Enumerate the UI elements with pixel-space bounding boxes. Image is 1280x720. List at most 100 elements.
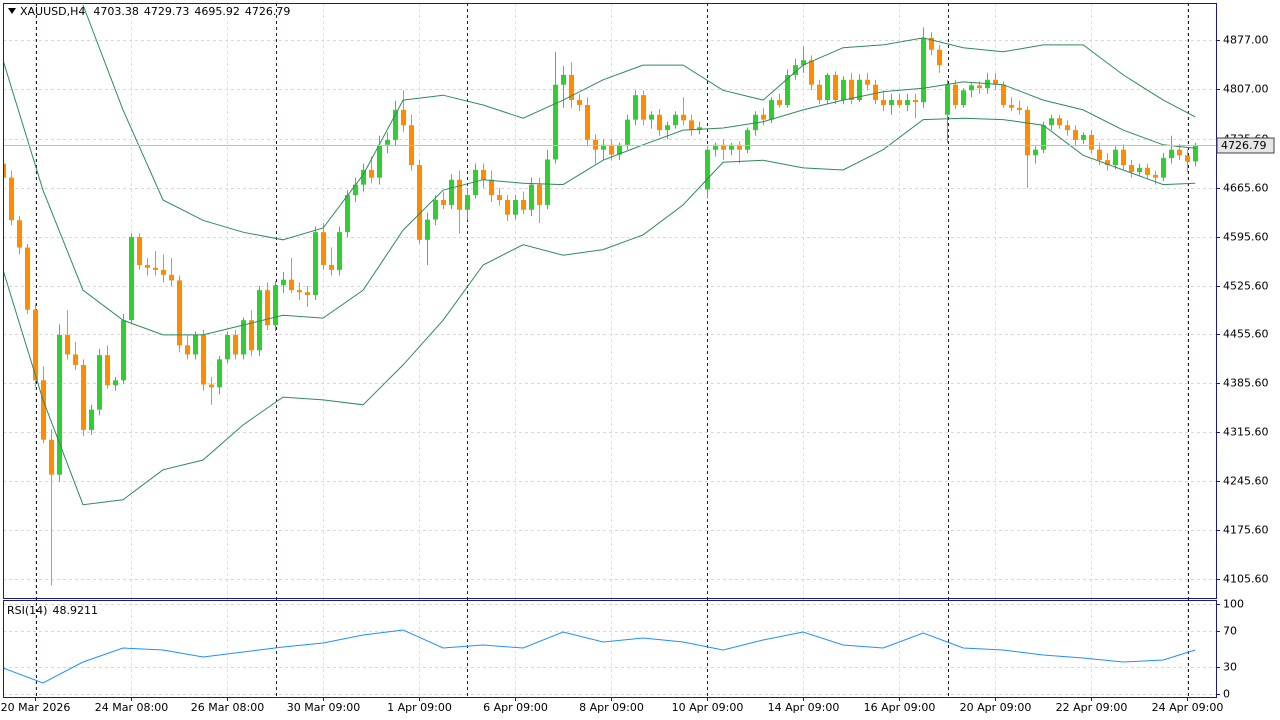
candle-body	[977, 85, 982, 89]
candle-body	[217, 359, 222, 388]
candle-body	[737, 144, 742, 150]
candle-body	[425, 219, 430, 240]
y-tick-label: 100	[1223, 598, 1244, 611]
candle-body	[1105, 160, 1110, 166]
candle-body	[1025, 109, 1030, 156]
candle-body	[241, 320, 246, 355]
candle-body	[537, 184, 542, 205]
candle-body	[265, 290, 270, 326]
candle-body	[377, 144, 382, 178]
x-tick-label: 16 Apr 09:00	[864, 701, 936, 714]
candle-body	[1057, 118, 1062, 126]
candle-body	[105, 355, 110, 386]
candle-body	[1137, 167, 1142, 173]
candle-body	[697, 127, 702, 131]
candle-body	[513, 200, 518, 215]
candle-body	[193, 334, 198, 355]
rsi-pane	[3, 629, 1196, 684]
candle-body	[761, 114, 766, 120]
candle-body	[153, 267, 158, 270]
y-tick-label: 30	[1223, 661, 1237, 674]
candle-body	[561, 74, 566, 85]
candle-body	[849, 79, 854, 101]
candle-body	[289, 279, 294, 291]
candle-body	[441, 200, 446, 205]
last-price-box	[1216, 137, 1275, 154]
candle-body	[169, 274, 174, 281]
candle-body	[57, 334, 62, 475]
candle-body	[905, 100, 910, 105]
candle-body	[1009, 104, 1014, 108]
candle-body	[385, 139, 390, 145]
candle-body	[913, 100, 918, 103]
candle-body	[449, 179, 454, 205]
candle-body	[41, 380, 46, 440]
candle-body	[545, 159, 550, 205]
candle-body	[1145, 167, 1150, 175]
candle-body	[273, 285, 278, 326]
candle-body	[1033, 149, 1038, 156]
axis-layer: 4877.004807.004735.604665.604595.604525.…	[1, 34, 1275, 714]
candle-body	[585, 104, 590, 140]
candle-body	[729, 144, 734, 150]
x-tick-label: 1 Apr 09:00	[387, 701, 452, 714]
price-pane	[3, 4, 1216, 586]
x-tick-label: 20 Apr 09:00	[960, 701, 1032, 714]
y-tick-label: 0	[1223, 688, 1230, 701]
candle-body	[601, 144, 606, 150]
x-tick-label: 26 Mar 08:00	[191, 701, 264, 714]
candle-body	[833, 74, 838, 101]
candle-body	[609, 144, 614, 155]
candle-body	[777, 100, 782, 105]
x-tick-label: 30 Mar 09:00	[287, 701, 360, 714]
candle-body	[945, 84, 950, 115]
collapse-icon	[8, 8, 16, 14]
y-tick-label: 4455.60	[1223, 328, 1269, 341]
candle-body	[681, 114, 686, 121]
candle-body	[1065, 125, 1070, 131]
candle-body	[1049, 118, 1054, 126]
candle-body	[433, 200, 438, 220]
bollinger-band	[3, 60, 1196, 336]
candle-body	[721, 144, 726, 150]
candle-body	[577, 100, 582, 105]
candle-body	[3, 163, 6, 178]
candle-body	[969, 85, 974, 91]
candle-body	[281, 279, 286, 286]
candle-body	[657, 114, 662, 131]
candle-body	[297, 290, 302, 293]
rsi-title: RSI(14)	[7, 604, 47, 617]
rsi-last-value: 48.9211	[52, 604, 98, 617]
candle-body	[1161, 158, 1166, 178]
candle-body	[257, 290, 262, 351]
candle-body	[929, 37, 934, 50]
rsi-header: RSI(14) 48.9211	[7, 604, 98, 617]
x-tick-label: 14 Apr 09:00	[768, 701, 840, 714]
candle-body	[809, 60, 814, 85]
candle-body	[521, 200, 526, 210]
y-tick-label: 70	[1223, 625, 1237, 638]
candle-body	[97, 355, 102, 410]
candle-body	[145, 264, 150, 268]
candle-body	[857, 79, 862, 101]
candle-body	[625, 119, 630, 145]
candle-body	[497, 195, 502, 201]
candle-body	[841, 79, 846, 101]
x-tick-label: 22 Apr 09:00	[1056, 701, 1128, 714]
candle-body	[121, 320, 126, 381]
candle-body	[961, 90, 966, 105]
candle-body	[161, 269, 166, 275]
y-tick-label: 4105.60	[1223, 573, 1269, 586]
y-tick-label: 4665.60	[1223, 182, 1269, 195]
candle-body	[361, 169, 366, 185]
candle-body	[713, 144, 718, 150]
candle-body	[401, 109, 406, 126]
candle-body	[1041, 125, 1046, 150]
candle-body	[769, 100, 774, 120]
candle-body	[337, 232, 342, 270]
candle-body	[9, 177, 14, 221]
candle-body	[345, 195, 350, 233]
header: XAUUSD,H4 4703.38 4729.73 4695.92 4726.79	[20, 5, 290, 18]
candle-body	[457, 179, 462, 210]
